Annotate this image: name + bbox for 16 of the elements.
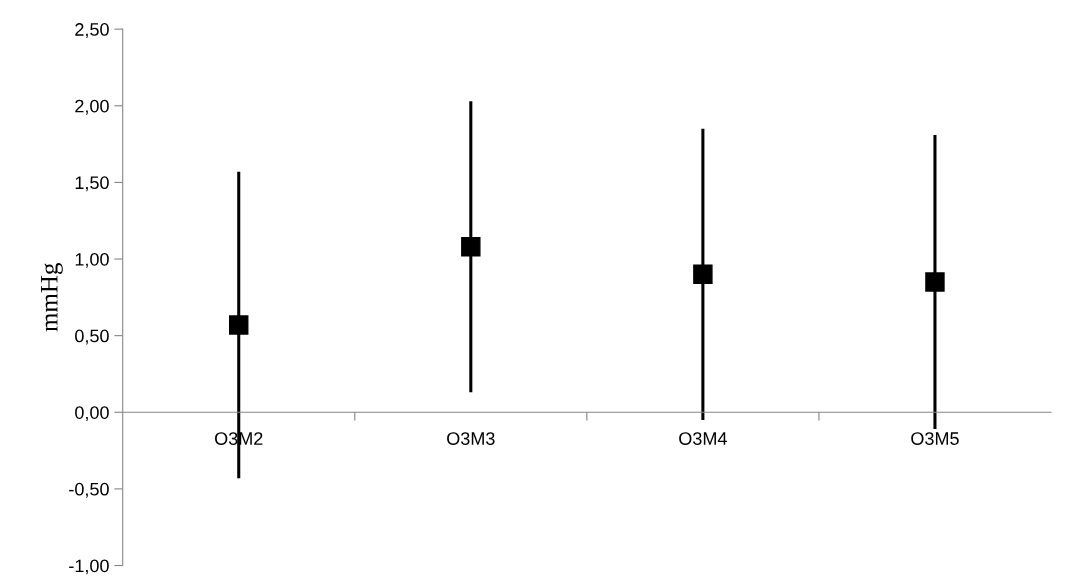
y-tick-label: -0,50	[69, 482, 109, 498]
y-tick-label: 2,50	[75, 23, 109, 38]
y-tick-label: 1,50	[75, 176, 109, 192]
x-tick-label: O3M4	[679, 432, 727, 445]
point	[925, 272, 945, 292]
x-tick-label: O3M3	[447, 432, 495, 445]
point	[461, 237, 481, 257]
y-tick-label: 2,00	[75, 99, 109, 115]
point	[693, 264, 713, 285]
y-tick-label: 0,00	[75, 406, 109, 422]
y-tick-label: 1,00	[75, 252, 109, 268]
y-tick-label: 0,50	[75, 329, 109, 345]
point	[229, 315, 249, 335]
x-tick-label: O3M5	[911, 432, 959, 445]
y-tick-label: -1,00	[69, 559, 109, 575]
y-axis-title: mmHg	[41, 263, 63, 332]
